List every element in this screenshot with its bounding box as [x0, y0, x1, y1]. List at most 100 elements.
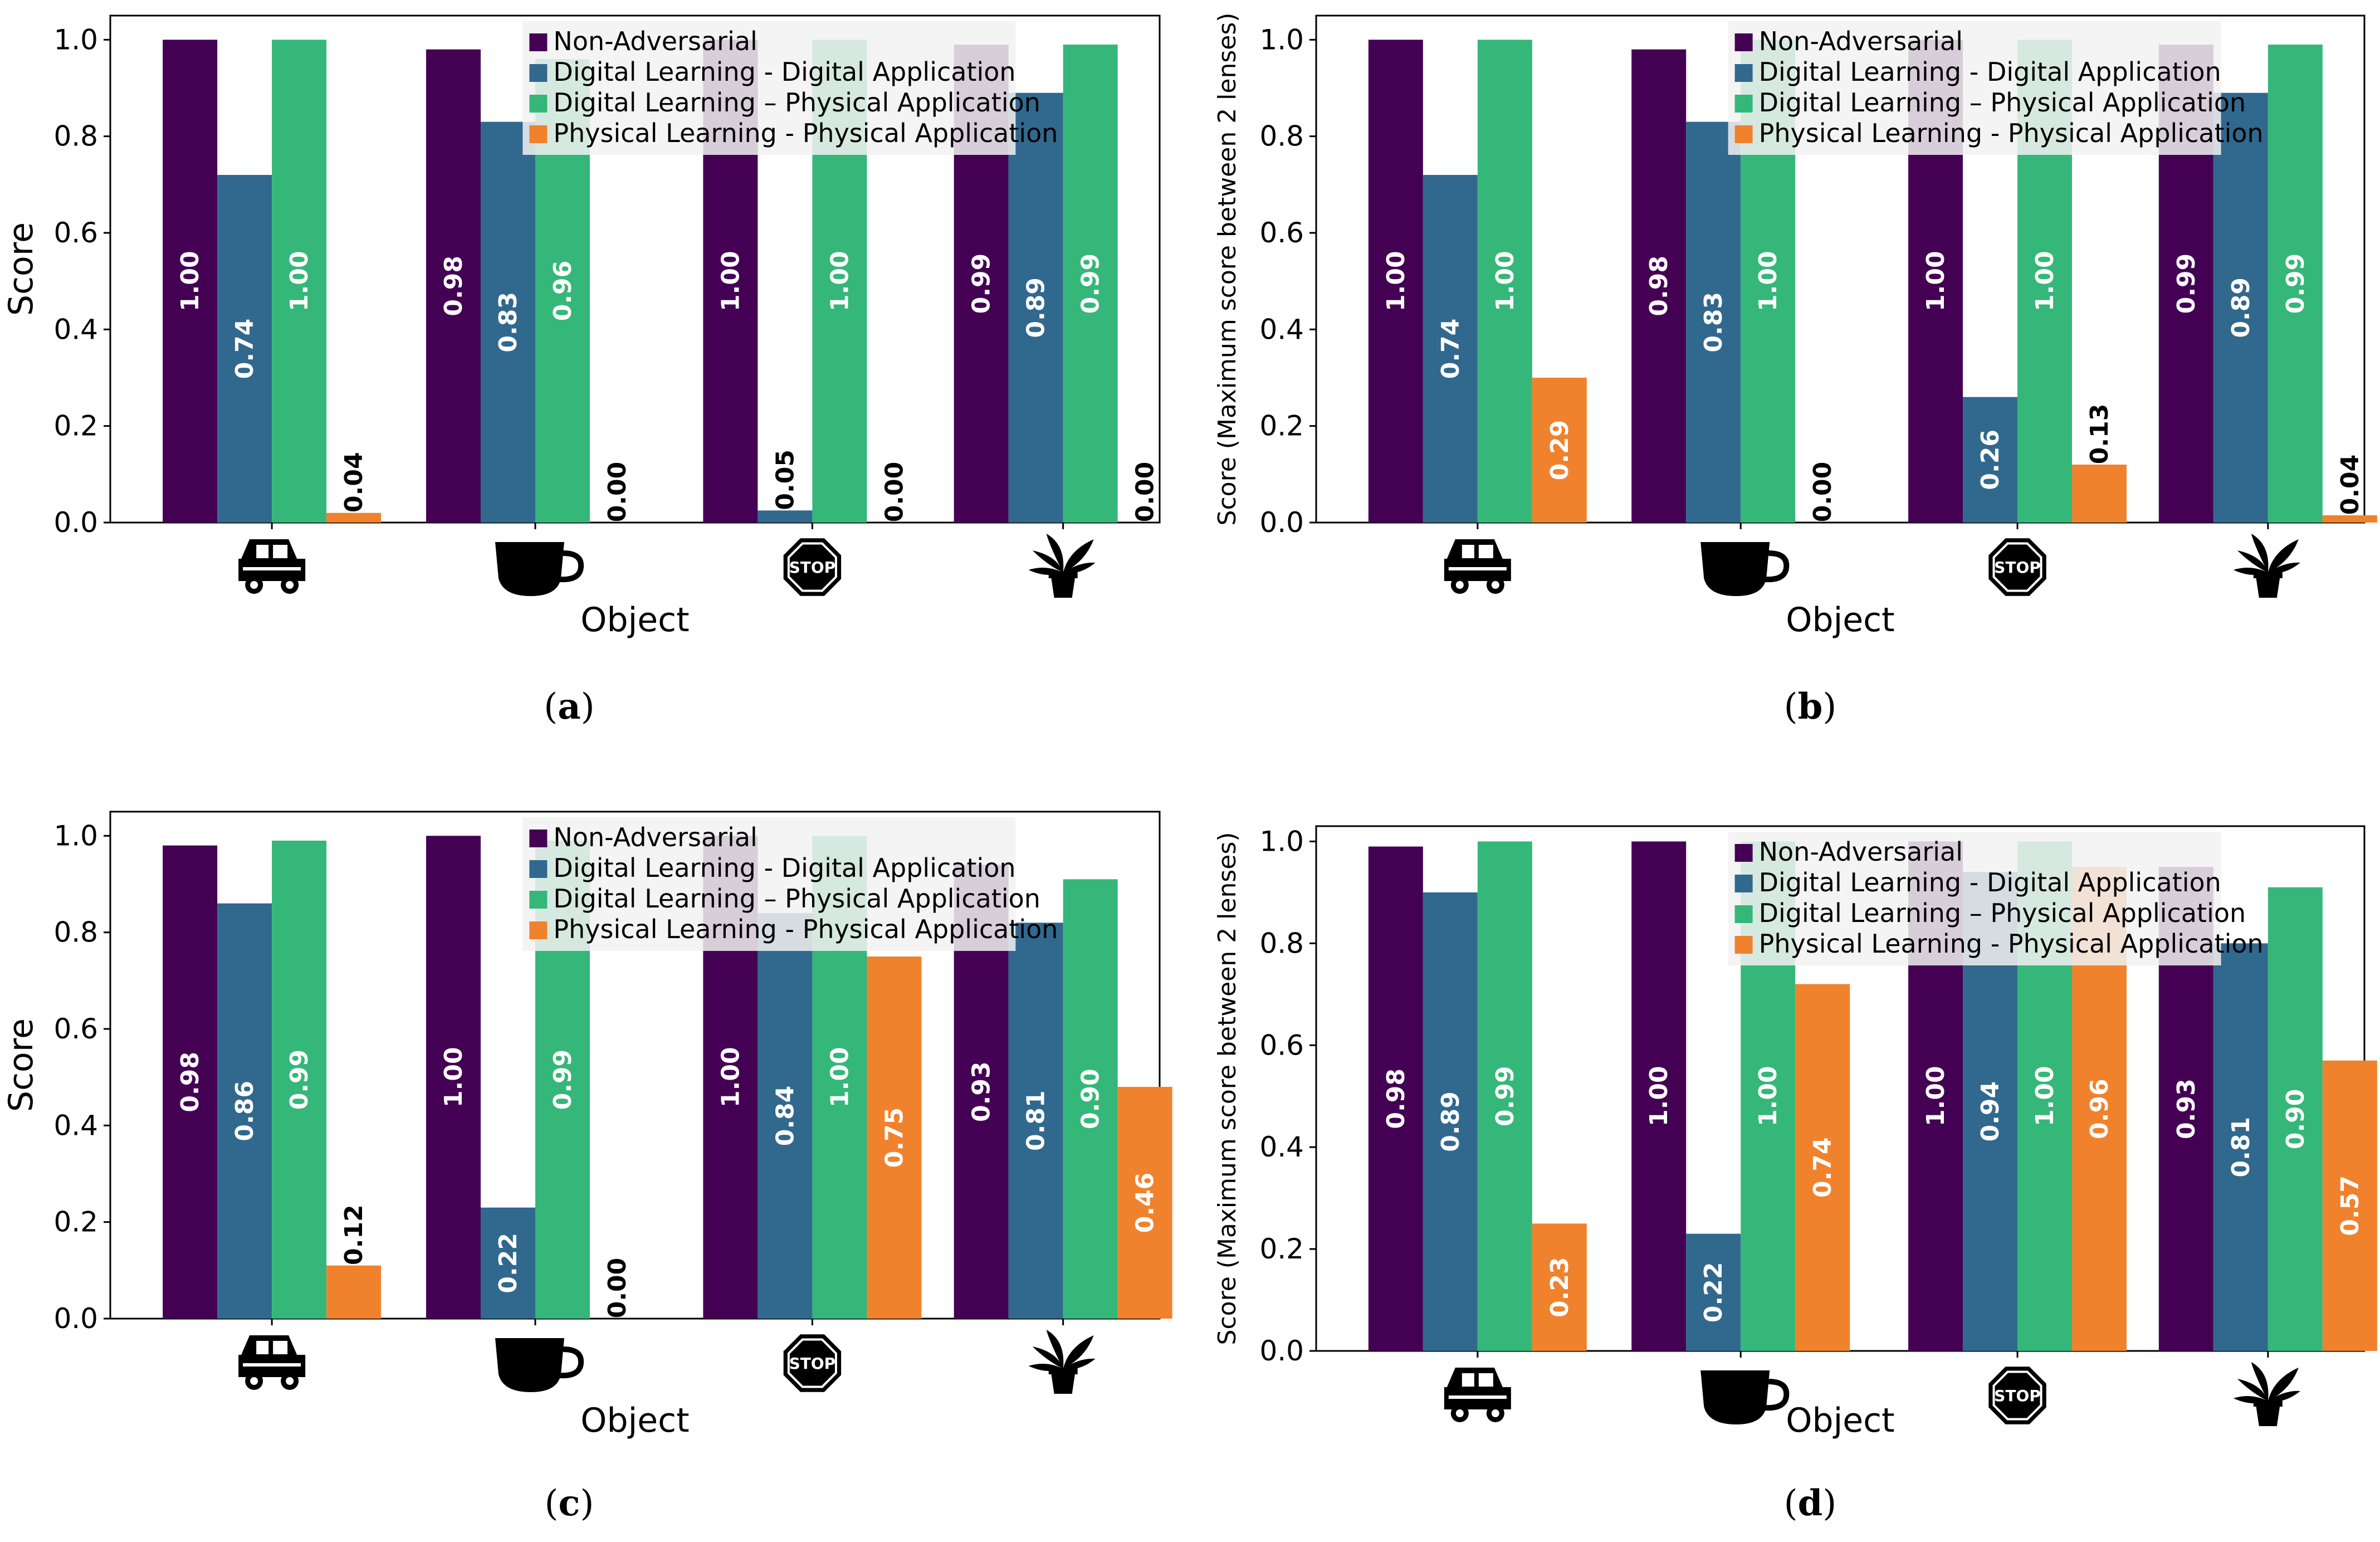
svg-text:STOP: STOP [1994, 558, 2041, 577]
panel-caption: (c) [545, 1482, 594, 1524]
bar-value-label: 1.00 [1922, 1066, 1950, 1126]
bar-value-label: 0.81 [2227, 1117, 2255, 1178]
bar [1368, 846, 1423, 1351]
bar-value-label: 0.22 [1699, 1262, 1728, 1323]
legend-swatch [529, 33, 548, 51]
bar-value-label: 0.90 [1077, 1068, 1105, 1129]
legend-label: Digital Learning - Digital Application [553, 57, 1015, 87]
y-tick-label: 1.0 [1259, 23, 1304, 56]
legend-swatch [1734, 95, 1753, 113]
panel-caption: (d) [1784, 1482, 1837, 1524]
legend-swatch [1734, 844, 1753, 862]
bar [217, 175, 272, 523]
legend-label: Digital Learning – Physical Application [1759, 898, 2246, 928]
legend-swatch [1734, 125, 1753, 143]
bar-value-label: 0.74 [1436, 319, 1465, 379]
bar-value-label: 0.99 [285, 1050, 314, 1110]
bar-value-label: 0.99 [549, 1050, 577, 1110]
legend-label: Digital Learning - Digital Application [1759, 867, 2221, 897]
bar-value-label: 0.00 [1809, 462, 1837, 523]
legend-swatch [529, 891, 548, 909]
bar-value-label: 0.86 [231, 1081, 259, 1141]
bar-value-label: 0.99 [2172, 253, 2201, 314]
legend-label: Non-Adversarial [1759, 837, 1963, 867]
bar-value-label: 0.00 [1131, 462, 1160, 523]
bar-value-label: 1.00 [176, 251, 204, 311]
bar-value-label: 1.00 [285, 251, 314, 311]
y-tick-label: 0.2 [1259, 410, 1304, 442]
car-icon [1444, 1368, 1511, 1422]
bar-value-label: 1.00 [2031, 251, 2059, 311]
bar-value-label: 0.75 [880, 1107, 908, 1168]
bar [272, 841, 327, 1319]
bar-value-label: 0.23 [1546, 1257, 1574, 1317]
y-tick-label: 0.0 [53, 1302, 98, 1335]
bar-value-label: 1.00 [1754, 1066, 1782, 1126]
bar [2267, 887, 2323, 1351]
stop-sign-icon: STOP [1988, 538, 2046, 596]
axes-frame [109, 14, 1161, 524]
y-axis-label: Score [2, 222, 41, 316]
plant-icon [1028, 534, 1096, 598]
x-axis-label: Object [580, 601, 689, 640]
bar-value-label: 0.94 [1976, 1081, 2005, 1142]
y-tick-label: 0.2 [1259, 1233, 1304, 1265]
bar [1477, 40, 1532, 523]
legend-label: Non-Adversarial [553, 822, 757, 852]
bar-value-label: 0.04 [2336, 455, 2364, 515]
bar [163, 40, 218, 523]
bar-value-label: 0.00 [603, 462, 632, 523]
panel-caption: (a) [544, 686, 594, 728]
legend-swatch [1734, 936, 1753, 954]
bar [2213, 92, 2268, 523]
bar [867, 957, 922, 1319]
y-tick-label: 0.4 [1259, 1131, 1304, 1163]
chart-panel: 0.0 0.2 0.4 0.6 0.8 1.0 Score Object 0.98 0.86 0.9… [2, 811, 1172, 1524]
y-tick-label: 0.2 [53, 1206, 98, 1238]
stop-sign-icon: STOP [1988, 1367, 2046, 1424]
legend-label: Non-Adversarial [1759, 26, 1963, 56]
bar-value-label: 0.99 [1077, 253, 1105, 314]
svg-text:STOP: STOP [1994, 1387, 2041, 1405]
cup-icon [495, 542, 584, 596]
stop-sign-icon: STOP [783, 1334, 842, 1392]
y-tick-label: 0.8 [1259, 120, 1304, 153]
bar [1063, 45, 1118, 523]
y-tick-label: 0.4 [53, 1109, 98, 1141]
bar-value-label: 0.89 [1022, 277, 1050, 338]
bar-value-label: 0.29 [1546, 420, 1574, 481]
car-icon [238, 1335, 306, 1390]
bar-value-label: 0.84 [771, 1086, 799, 1146]
x-axis-label: Object [580, 1401, 689, 1440]
plant-icon [1028, 1330, 1096, 1394]
bar-value-label: 0.05 [771, 450, 799, 510]
bar [758, 510, 813, 523]
bar-value-label: 1.00 [825, 1047, 854, 1107]
legend-box [1728, 21, 2221, 155]
y-tick-label: 1.0 [53, 819, 98, 852]
bar [1963, 397, 2018, 523]
legend-swatch [529, 95, 548, 113]
bar-value-label: 0.46 [1131, 1173, 1160, 1233]
bar-value-label: 0.74 [1809, 1137, 1837, 1198]
bar-value-label: 0.99 [967, 253, 996, 314]
bar-value-label: 0.89 [1436, 1091, 1465, 1152]
svg-text:STOP: STOP [789, 1354, 836, 1373]
bar-value-label: 0.98 [439, 256, 468, 316]
bar [272, 40, 327, 523]
bar [1423, 892, 1478, 1351]
axes-frame [109, 811, 1161, 1320]
bar [1532, 1223, 1587, 1351]
y-tick-label: 1.0 [53, 23, 98, 56]
y-tick-label: 0.6 [1259, 1029, 1304, 1061]
bar [1063, 879, 1118, 1319]
bar [1795, 984, 1850, 1351]
bar [1008, 923, 1063, 1319]
plant-icon [2233, 1362, 2300, 1426]
bar-value-label: 1.00 [1382, 251, 1410, 311]
y-tick-label: 0.6 [53, 1013, 98, 1045]
legend-label: Non-Adversarial [553, 26, 757, 56]
bar [1423, 175, 1478, 523]
bar [326, 1265, 382, 1319]
